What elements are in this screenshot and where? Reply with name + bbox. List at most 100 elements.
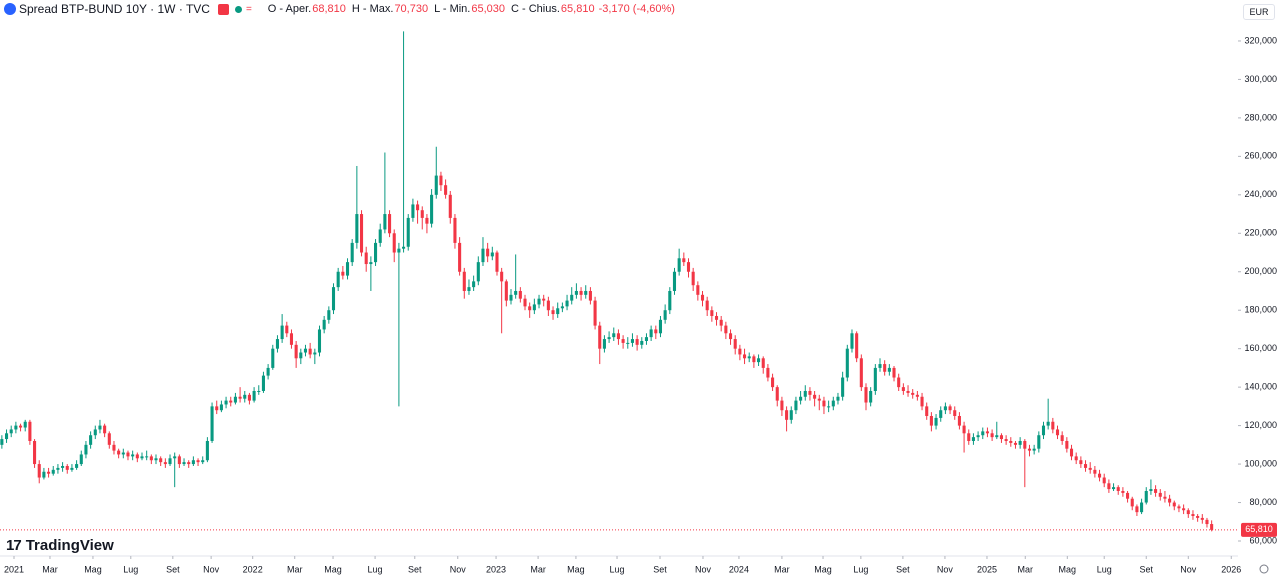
candle-body [878, 364, 882, 368]
candle-body [630, 339, 634, 343]
candle-body [369, 262, 373, 265]
candle-body [514, 290, 518, 295]
candle-body [682, 258, 686, 263]
x-tick-label: Set [166, 564, 180, 574]
x-tick-label: Nov [203, 564, 220, 574]
candle-body [350, 242, 354, 263]
candle-body [892, 367, 896, 378]
candle-body [635, 339, 639, 345]
candle-body [728, 333, 733, 340]
candle-body [402, 246, 406, 249]
candle-body [570, 294, 574, 301]
candle-body [140, 456, 144, 459]
candle-body [948, 406, 952, 411]
candle-body [14, 425, 18, 430]
currency[interactable]: EUR [1243, 4, 1275, 20]
candle-body [920, 396, 924, 407]
candle-body [943, 406, 947, 411]
candle-body [1172, 502, 1176, 507]
brand: 17 TradingView [6, 537, 114, 554]
candle-body [462, 271, 466, 291]
candle-body [238, 396, 242, 399]
candle-body [1140, 502, 1144, 513]
candle-body [163, 462, 167, 465]
candle-body [93, 429, 97, 436]
candle-body [906, 390, 910, 393]
candle-body [1200, 517, 1204, 520]
candle-body [528, 306, 532, 311]
candle-body [747, 356, 751, 359]
candle-body [850, 333, 854, 349]
candle-body [257, 390, 261, 392]
candle-body [177, 456, 181, 465]
candle-body [187, 462, 191, 465]
low-value: 65,030 [471, 3, 506, 15]
candle-body [1210, 524, 1214, 530]
candle-body [761, 358, 765, 368]
candle-body [416, 204, 420, 211]
candle-body [374, 242, 378, 263]
x-tick-label: 2026 [1221, 564, 1241, 574]
candle-body [406, 217, 410, 247]
candle-body [967, 433, 971, 441]
candle-body [598, 325, 602, 349]
candle-body [775, 387, 779, 401]
candle-body [738, 348, 742, 355]
candle-body [500, 271, 504, 282]
candle-body [523, 298, 527, 307]
candle-body [420, 210, 424, 218]
candle-body [70, 467, 74, 470]
candle-body [957, 415, 961, 426]
candle-body [79, 454, 83, 465]
candle-body [901, 387, 905, 391]
candle-body [990, 433, 994, 438]
candle-body [383, 214, 387, 230]
candle-body [864, 387, 868, 403]
symbol: Spread BTP-BUND 10Y · 1W · TVC [19, 2, 210, 16]
candle-body [205, 440, 209, 461]
settings-icon[interactable] [1259, 564, 1269, 574]
low-label: L - Min. [434, 3, 471, 15]
candle-body [602, 339, 606, 349]
candle-body [229, 400, 233, 403]
candle-body [934, 417, 938, 426]
candle-body [985, 431, 989, 434]
candle-body [668, 290, 672, 311]
candle-body [411, 204, 415, 218]
candle-body [495, 252, 499, 272]
candle-body [28, 421, 32, 441]
candle-body [1069, 448, 1074, 457]
candle-body [1041, 425, 1046, 436]
candle-body [308, 348, 312, 355]
symbol-icon [4, 3, 16, 15]
candle-body [691, 271, 695, 286]
last-price-tag [1241, 522, 1277, 537]
candle-body [261, 375, 265, 391]
candle-body [789, 410, 793, 420]
flag-button[interactable] [217, 3, 229, 15]
candle-body [677, 258, 681, 272]
y-tick-label: 320,000 [1244, 35, 1277, 45]
last-price-label: 65,810 [1245, 524, 1273, 534]
candle-body [168, 458, 172, 465]
candle-body [392, 233, 396, 253]
candle-body [504, 281, 508, 301]
candle-body [640, 340, 644, 345]
candle-body [1098, 473, 1102, 478]
candle-body [799, 396, 803, 401]
candle-body [1205, 519, 1209, 525]
candle-body [425, 217, 429, 224]
candle-body [9, 429, 13, 434]
x-tick-label: Mag [324, 564, 342, 574]
candle-body [243, 394, 247, 399]
candle-body [117, 450, 121, 455]
candle-body [962, 425, 966, 434]
candle-body [247, 394, 251, 401]
candle-body [303, 348, 308, 353]
candle-body [537, 298, 541, 305]
price-axis-bg [1238, 0, 1280, 577]
candle-body [644, 337, 649, 341]
x-tick-label: 2021 [4, 564, 24, 574]
open-label: O - Aper. [267, 3, 312, 15]
candle-body [154, 458, 158, 461]
